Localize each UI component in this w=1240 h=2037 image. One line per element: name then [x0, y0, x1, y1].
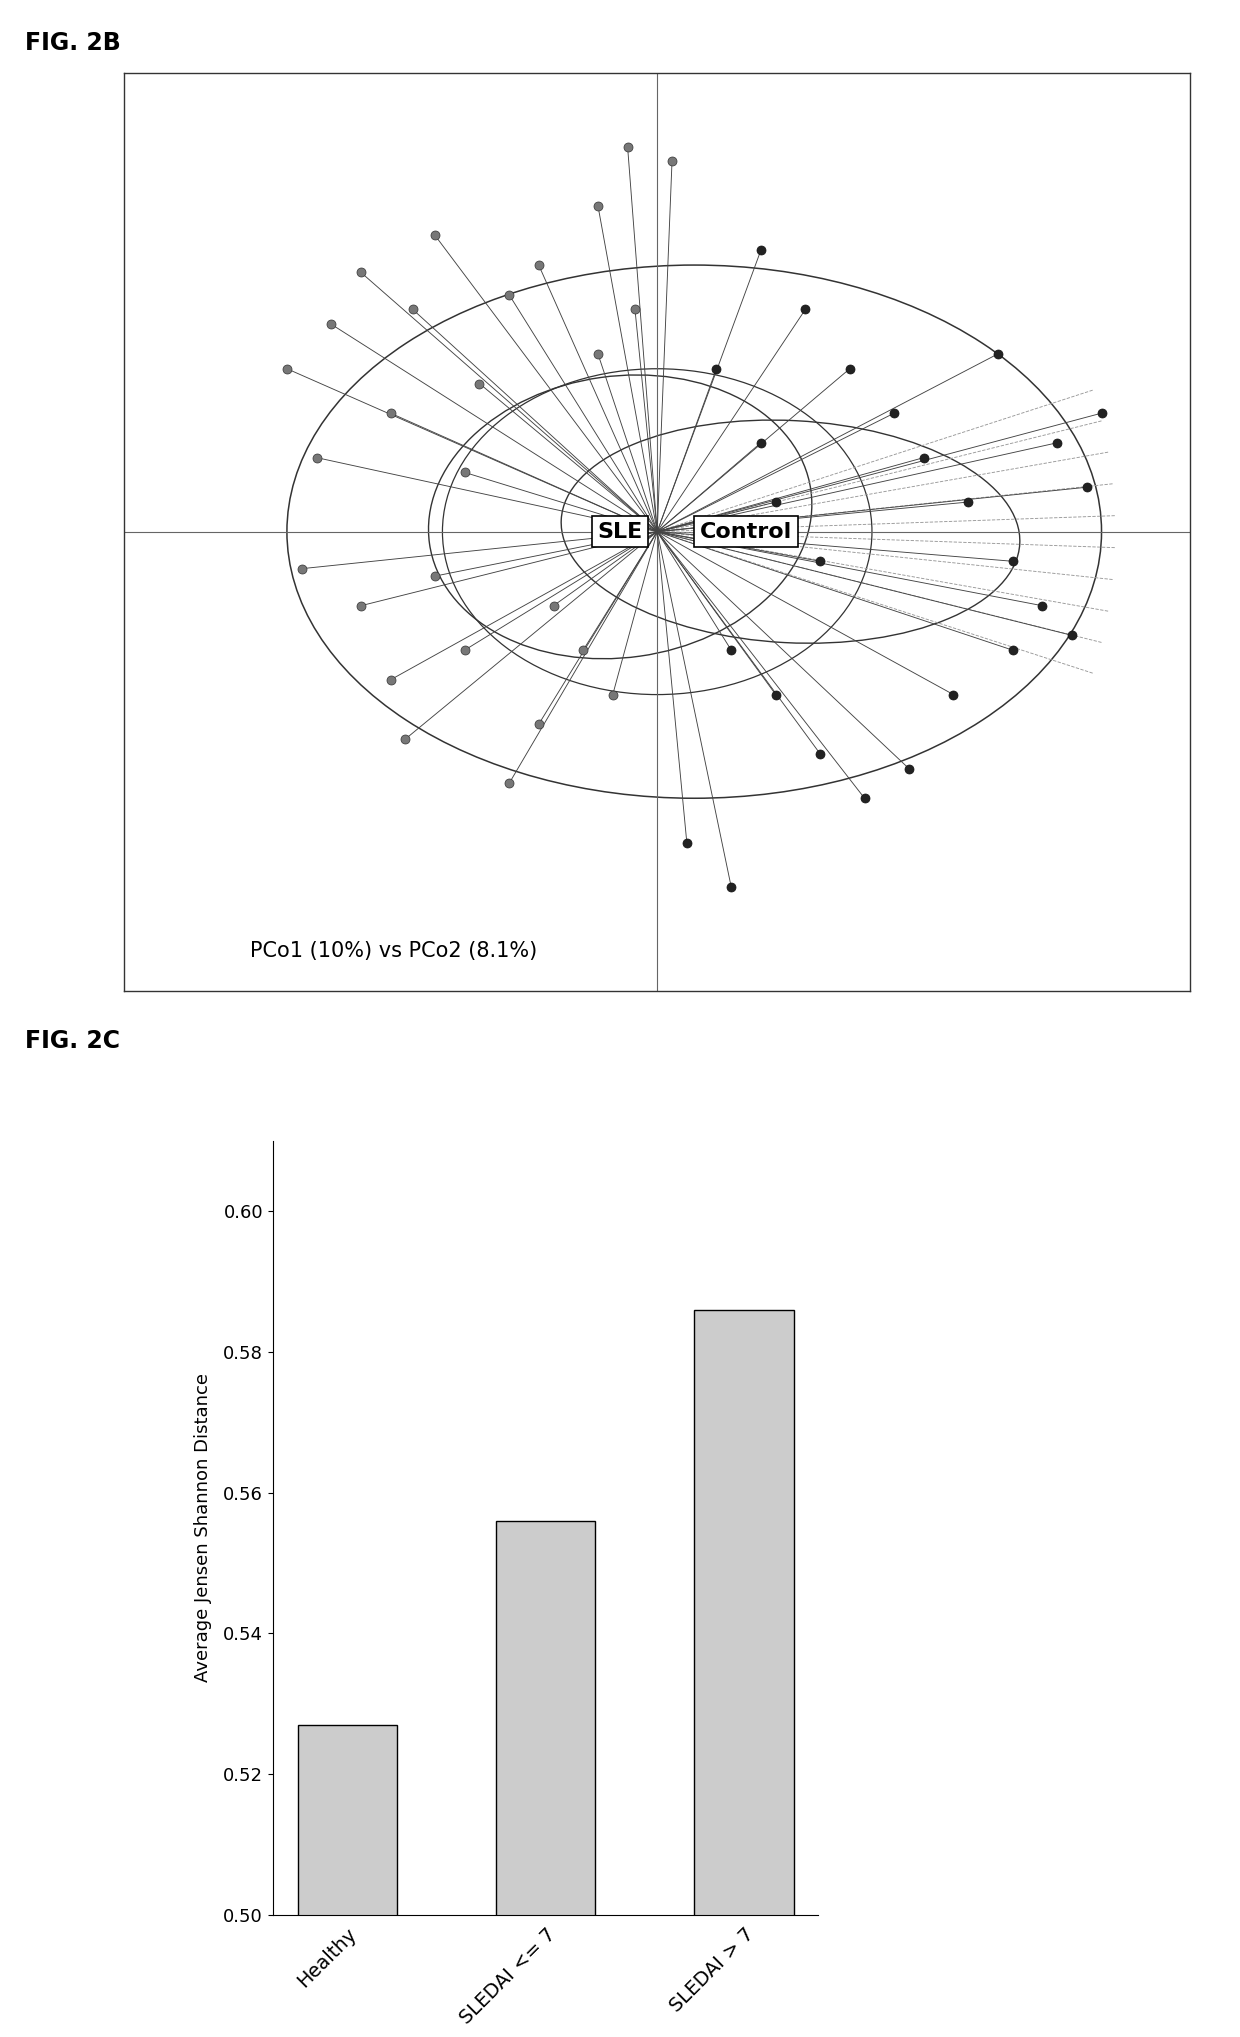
Bar — [694, 1310, 794, 2037]
Text: SLE: SLE — [598, 521, 642, 542]
Text: FIG. 2C: FIG. 2C — [25, 1029, 120, 1053]
Text: FIG. 2B: FIG. 2B — [25, 31, 120, 55]
Y-axis label: Average Jensen Shannon Distance: Average Jensen Shannon Distance — [193, 1373, 212, 1683]
Text: Control: Control — [699, 521, 792, 542]
Bar — [496, 1522, 595, 2037]
Bar — [298, 1725, 397, 2037]
Text: PCo1 (10%) vs PCo2 (8.1%): PCo1 (10%) vs PCo2 (8.1%) — [250, 941, 537, 961]
